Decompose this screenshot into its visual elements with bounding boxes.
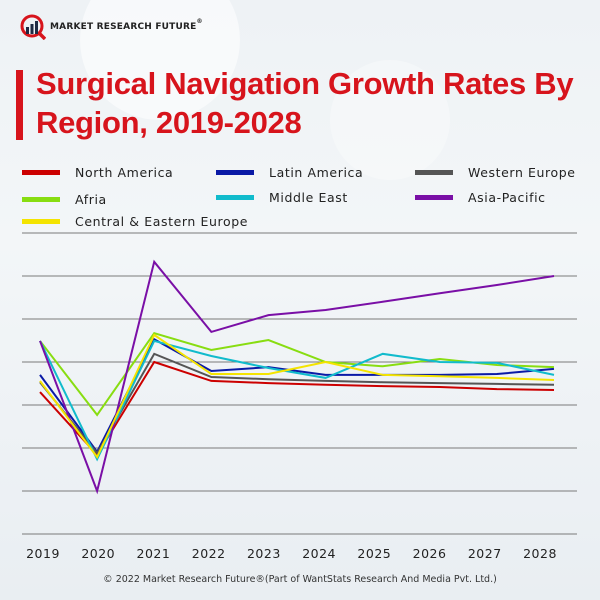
x-tick-label: 2025 — [357, 546, 391, 561]
legend-swatch — [22, 197, 60, 202]
series-line-western-europe — [39, 352, 555, 455]
legend-item-latin-america: Latin America — [216, 165, 363, 180]
background-decoration — [330, 60, 450, 180]
x-tick-label: 2019 — [26, 546, 60, 561]
chart-legend: North America Latin America Western Euro… — [0, 160, 600, 230]
legend-item-north-america: North America — [22, 165, 173, 180]
copyright-footer: © 2022 Market Research Future®(Part of W… — [103, 574, 497, 585]
series-line-central-eastern-europe — [39, 333, 555, 459]
brand-logo: MARKET RESEARCH FUTURE® — [20, 14, 203, 41]
legend-swatch — [415, 195, 453, 200]
legend-swatch — [22, 170, 60, 175]
series-line-north-america — [39, 360, 555, 457]
x-tick-label: 2026 — [413, 546, 447, 561]
x-tick-label: 2028 — [523, 546, 557, 561]
brand-name: MARKET RESEARCH FUTURE® — [50, 18, 203, 32]
legend-label: Asia-Pacific — [468, 190, 546, 205]
x-tick-label: 2022 — [192, 546, 226, 561]
x-tick-label: 2021 — [137, 546, 171, 561]
legend-item-afria: Afria — [22, 192, 107, 207]
legend-label: North America — [75, 165, 174, 180]
logo-icon — [20, 14, 47, 41]
chart-title: Surgical Navigation Growth Rates By Regi… — [36, 66, 574, 140]
x-tick-label: 2023 — [247, 546, 281, 561]
series-line-middle-east — [39, 339, 555, 462]
legend-swatch — [22, 219, 60, 224]
x-tick-label: 2024 — [302, 546, 336, 561]
x-tick-label: 2020 — [81, 546, 115, 561]
x-tick-label: 2027 — [468, 546, 502, 561]
legend-label: Latin America — [269, 165, 364, 180]
legend-swatch — [415, 170, 453, 175]
legend-item-western-europe: Western Europe — [415, 165, 576, 180]
title-accent-bar — [16, 70, 23, 140]
legend-swatch — [216, 170, 254, 175]
series-line-latin-america — [39, 337, 555, 454]
series-line-asia-pacific — [39, 259, 555, 495]
legend-item-middle-east: Middle East — [216, 190, 348, 205]
legend-item-asia-pacific: Asia-Pacific — [415, 190, 546, 205]
legend-label: Afria — [75, 192, 107, 207]
legend-swatch — [216, 195, 254, 200]
legend-label: Central & Eastern Europe — [75, 214, 249, 229]
legend-label: Middle East — [269, 190, 348, 205]
legend-label: Western Europe — [468, 165, 576, 180]
legend-item-central-eastern-europe: Central & Eastern Europe — [22, 214, 248, 229]
